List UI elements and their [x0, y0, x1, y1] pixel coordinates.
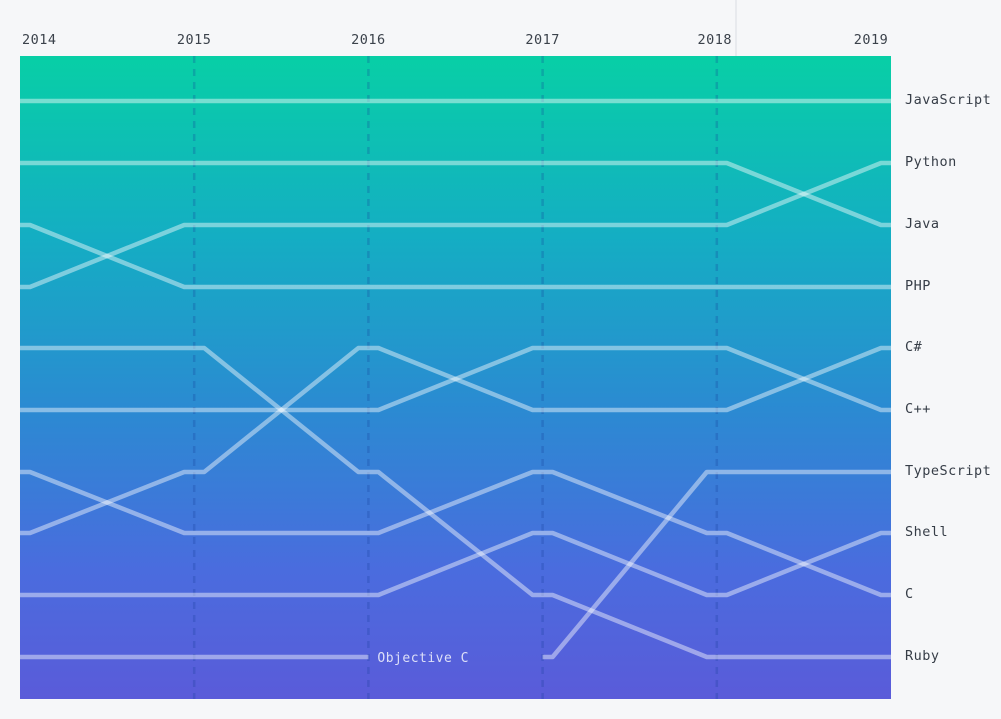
year-label-2018: 2018	[697, 32, 733, 48]
objective-c-annotation: Objective C	[377, 651, 469, 666]
series-line-ruby	[20, 345, 891, 660]
year-label-2019: 2019	[853, 32, 889, 48]
language-label-typescript: TypeScript	[905, 463, 992, 479]
series-line-c-	[20, 345, 891, 536]
language-label-c-: C#	[905, 339, 923, 355]
series-line-python	[20, 160, 891, 290]
year-label-2015: 2015	[176, 32, 212, 48]
series-line-c	[20, 469, 891, 598]
series-line-php	[20, 222, 891, 290]
language-label-c: C	[905, 586, 914, 602]
language-label-python: Python	[905, 154, 957, 170]
header-divider-line	[735, 0, 737, 56]
language-labels-column: JavaScript Python Java PHP C# C++ TypeScript Sh…	[905, 0, 1001, 719]
year-label-2017: 2017	[525, 32, 560, 48]
year-label-2016: 2016	[351, 32, 386, 48]
series-line-shell	[20, 530, 891, 598]
series-line-c-	[20, 345, 891, 413]
series-line-java	[20, 160, 891, 228]
language-label-ruby: Ruby	[905, 648, 940, 664]
chart-header: 2014 2015 2016 2017 2018 2019	[0, 0, 1001, 56]
language-label-javascript: JavaScript	[905, 92, 992, 108]
language-label-shell: Shell	[905, 524, 949, 540]
language-label-php: PHP	[905, 278, 931, 294]
language-label-java: Java	[905, 216, 940, 232]
year-label-2014: 2014	[22, 32, 57, 48]
language-label-c-: C++	[905, 401, 931, 417]
chart-svg: Objective C	[20, 56, 891, 699]
series-line-typescript	[542, 469, 891, 660]
bump-chart-plot-area: Objective C	[20, 56, 891, 699]
